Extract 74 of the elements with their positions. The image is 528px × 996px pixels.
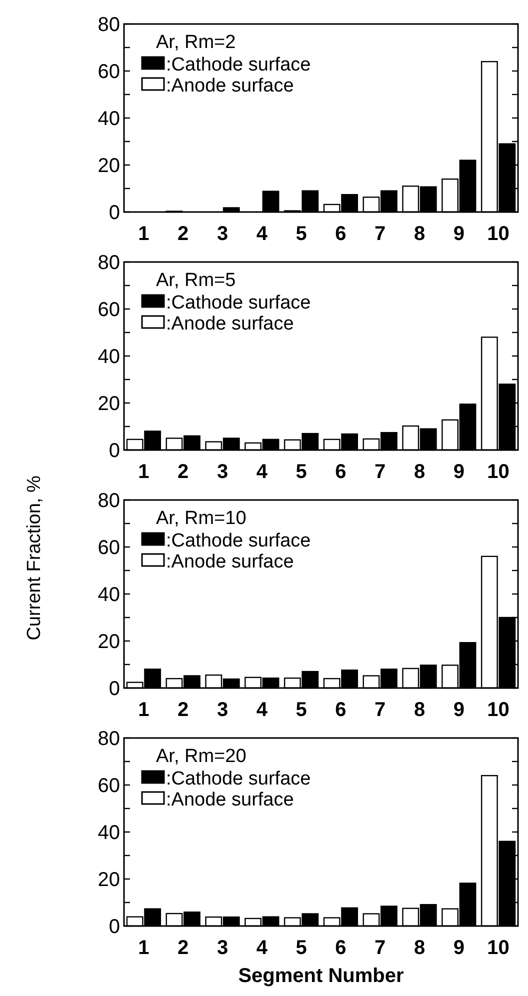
x-tick-label: 1 (138, 937, 150, 959)
x-tick-label: 2 (178, 937, 189, 959)
x-tick-label: 4 (256, 699, 268, 721)
x-tick-label: 8 (414, 937, 426, 959)
x-tick-label: 9 (453, 937, 464, 959)
legend-label: :Cathode surface (166, 54, 311, 76)
x-tick-label: 8 (414, 699, 426, 721)
x-tick-label: 4 (256, 223, 268, 245)
x-tick-label: 5 (296, 699, 307, 721)
y-tick-label: 20 (98, 393, 120, 415)
y-tick-label: 80 (98, 14, 120, 36)
y-tick-label: 60 (98, 61, 120, 83)
x-tick-label: 7 (374, 223, 386, 245)
x-tick-label: 3 (216, 937, 228, 959)
y-tick-label: 60 (98, 299, 120, 321)
x-tick-label: 3 (216, 461, 228, 483)
x-tick-label: 6 (335, 937, 346, 959)
x-tick-label: 8 (414, 223, 426, 245)
x-tick-label: 10 (487, 937, 510, 959)
y-tick-label: 60 (98, 537, 120, 559)
x-tick-label: 6 (335, 223, 346, 245)
y-tick-label: 20 (98, 155, 120, 177)
x-tick-label: 9 (453, 461, 464, 483)
x-tick-label: 5 (296, 937, 307, 959)
x-tick-label: 9 (453, 223, 464, 245)
y-tick-label: 60 (98, 775, 120, 797)
x-tick-label: 3 (216, 699, 228, 721)
x-axis-title: Segment Number (238, 965, 404, 987)
x-tick-label: 3 (216, 223, 228, 245)
legend-label: :Cathode surface (166, 768, 311, 790)
x-tick-label: 10 (487, 699, 510, 721)
chart-title: Ar, Rm=10 (156, 508, 246, 529)
chart-title: Ar, Rm=5 (156, 270, 236, 291)
y-tick-label: 80 (98, 490, 120, 512)
x-tick-label: 7 (374, 699, 386, 721)
legend-label: :Anode surface (166, 790, 294, 811)
x-tick-label: 5 (296, 223, 307, 245)
y-tick-label: 40 (98, 822, 120, 844)
y-tick-label: 40 (98, 108, 120, 130)
x-tick-label: 7 (374, 461, 386, 483)
y-tick-label: 80 (98, 728, 120, 750)
x-tick-label: 2 (178, 699, 189, 721)
y-tick-label: 20 (98, 631, 120, 653)
legend-label: :Cathode surface (166, 292, 311, 314)
x-tick-label: 5 (296, 461, 307, 483)
y-tick-label: 80 (98, 252, 120, 274)
y-axis-title: Current Fraction, % (24, 476, 45, 640)
y-tick-label: 0 (108, 202, 120, 224)
x-tick-label: 1 (138, 461, 150, 483)
legend-label: :Cathode surface (166, 530, 311, 552)
x-tick-label: 9 (453, 699, 464, 721)
x-tick-label: 2 (178, 461, 189, 483)
chart-title: Ar, Rm=20 (156, 746, 246, 767)
y-tick-label: 0 (108, 678, 120, 700)
x-tick-label: 4 (256, 461, 268, 483)
x-tick-label: 10 (487, 461, 510, 483)
y-tick-label: 40 (98, 584, 120, 606)
x-tick-label: 1 (138, 223, 150, 245)
x-tick-label: 2 (178, 223, 189, 245)
y-tick-label: 0 (108, 916, 120, 938)
x-tick-label: 10 (487, 223, 510, 245)
legend-label: :Anode surface (166, 552, 294, 573)
x-tick-label: 4 (256, 937, 268, 959)
y-tick-label: 40 (98, 346, 120, 368)
y-tick-label: 20 (98, 869, 120, 891)
legend-label: :Anode surface (166, 76, 294, 97)
x-tick-label: 6 (335, 461, 346, 483)
x-tick-label: 7 (374, 937, 386, 959)
y-tick-label: 0 (108, 440, 120, 462)
x-tick-label: 1 (138, 699, 150, 721)
legend-label: :Anode surface (166, 314, 294, 335)
x-tick-label: 6 (335, 699, 346, 721)
x-tick-label: 8 (414, 461, 426, 483)
chart-title: Ar, Rm=2 (156, 32, 236, 53)
